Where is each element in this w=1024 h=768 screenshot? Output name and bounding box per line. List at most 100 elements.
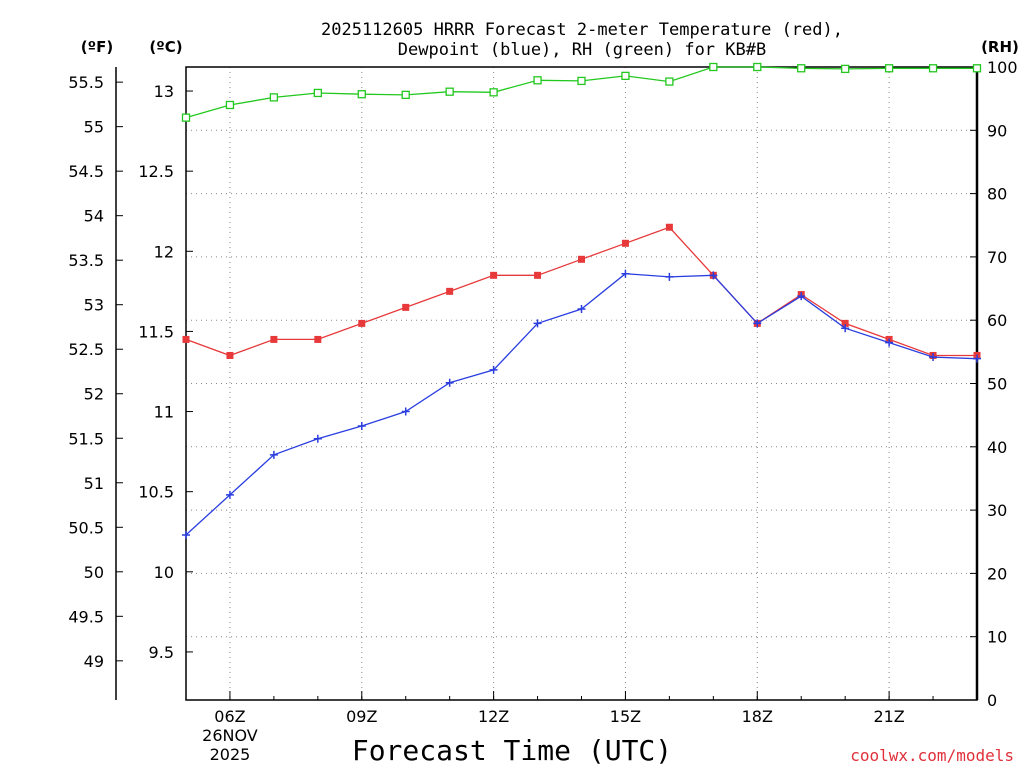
x-tick-date-label: 26NOV xyxy=(202,726,258,745)
rh-point xyxy=(841,64,850,74)
temperature-point xyxy=(182,335,190,343)
dewpoint-point xyxy=(313,434,322,443)
fahrenheit-tick-label: 55.5 xyxy=(68,73,104,92)
rh-point xyxy=(972,64,982,73)
fahrenheit-tick-label: 53.5 xyxy=(68,251,104,270)
dewpoint-point xyxy=(753,319,762,328)
rh-tick-label: 100 xyxy=(987,58,1018,77)
rh-point xyxy=(753,62,762,72)
celsius-tick-label: 10.5 xyxy=(138,483,174,502)
credit-text: coolwx.com/models xyxy=(850,746,1014,765)
temperature-point xyxy=(665,223,673,231)
dewpoint-point xyxy=(357,421,366,430)
fahrenheit-tick-label: 52.5 xyxy=(68,340,104,359)
fahrenheit-unit-label: (ºF) xyxy=(81,38,113,56)
x-tick-label: 21Z xyxy=(873,707,904,726)
rh-point xyxy=(313,88,322,98)
dewpoint-point xyxy=(797,292,806,301)
fahrenheit-tick-label: 51 xyxy=(84,474,104,493)
x-tick-label: 18Z xyxy=(742,707,773,726)
rh-line xyxy=(185,66,977,119)
celsius-tick-label: 9.5 xyxy=(149,643,174,662)
rh-point xyxy=(225,100,235,110)
temperature-point xyxy=(270,335,278,343)
temperature-point xyxy=(226,351,234,359)
rh-point xyxy=(884,64,894,73)
x-tick-year-label: 2025 xyxy=(210,745,251,764)
rh-point xyxy=(269,93,279,102)
temperature-point xyxy=(841,319,849,327)
temperature-point xyxy=(314,335,322,343)
rh-point xyxy=(621,71,630,81)
fahrenheit-tick-label: 49 xyxy=(84,652,104,671)
dewpoint-point xyxy=(401,407,410,416)
rh-tick-label: 20 xyxy=(987,564,1007,583)
rh-tick-label: 0 xyxy=(987,691,997,710)
fahrenheit-tick-label: 54 xyxy=(84,207,104,226)
rh-point xyxy=(797,64,806,73)
celsius-unit-label: (ºC) xyxy=(149,38,182,56)
rh-point xyxy=(665,77,674,86)
dewpoint-point xyxy=(533,319,542,328)
temperature-line xyxy=(185,226,977,357)
dewpoint-point xyxy=(445,378,454,387)
celsius-tick-label: 11 xyxy=(154,403,174,422)
x-tick-label: 09Z xyxy=(346,707,377,726)
axes: 49 49.5 50 50.5 51 51.5 52 52.5 53 53.5 54 54.5 55 55… xyxy=(68,58,1017,764)
celsius-tick-label: 10 xyxy=(154,563,174,582)
temperature-point xyxy=(446,287,454,295)
rh-tick-label: 50 xyxy=(987,375,1007,394)
dewpoint-point xyxy=(577,304,586,313)
dewpoint-point xyxy=(489,365,498,374)
dewpoint-point xyxy=(929,353,938,362)
x-axis-label: Forecast Time (UTC) xyxy=(352,734,672,767)
rh-tick-label: 90 xyxy=(987,121,1007,140)
dewpoint-point xyxy=(973,354,981,363)
x-tick-label: 06Z xyxy=(214,707,245,726)
temperature-point xyxy=(621,239,629,247)
rh-tick-label: 70 xyxy=(987,248,1007,267)
fahrenheit-tick-label: 51.5 xyxy=(68,429,104,448)
fahrenheit-tick-label: 55 xyxy=(84,118,104,137)
temperature-point xyxy=(534,271,542,279)
grid xyxy=(186,67,977,700)
fahrenheit-tick-label: 52 xyxy=(84,385,104,404)
dewpoint-point xyxy=(269,450,278,459)
celsius-tick-label: 13 xyxy=(154,82,174,101)
celsius-tick-label: 12.5 xyxy=(138,162,174,181)
temperature-point xyxy=(358,319,366,327)
series xyxy=(181,62,982,539)
fahrenheit-tick-label: 54.5 xyxy=(68,162,104,181)
celsius-tick-label: 11.5 xyxy=(138,322,174,341)
fahrenheit-tick-label: 50 xyxy=(84,563,104,582)
temperature-point xyxy=(402,303,410,311)
rh-point xyxy=(181,113,191,122)
rh-tick-label: 60 xyxy=(987,311,1007,330)
x-tick-label: 12Z xyxy=(478,707,509,726)
chart-title-line2: Dewpoint (blue), RH (green) for KB#B xyxy=(398,40,766,60)
dewpoint-point xyxy=(225,490,234,499)
dewpoint-point xyxy=(665,272,674,281)
celsius-tick-label: 12 xyxy=(154,242,174,261)
dewpoint-point xyxy=(709,271,718,280)
temperature-point xyxy=(578,255,585,263)
x-tick-label: 15Z xyxy=(610,707,641,726)
rh-point xyxy=(489,88,498,97)
rh-point xyxy=(533,76,542,85)
rh-point xyxy=(577,76,586,86)
fahrenheit-tick-label: 50.5 xyxy=(68,518,104,537)
chart-title-line1: 2025112605 HRRR Forecast 2-meter Tempera… xyxy=(321,20,843,40)
temperature-point xyxy=(490,271,498,279)
rh-point xyxy=(709,62,718,72)
rh-tick-label: 40 xyxy=(987,438,1007,457)
rh-unit-label: (RH) xyxy=(981,38,1019,56)
dewpoint-point xyxy=(841,324,850,333)
rh-tick-label: 10 xyxy=(987,628,1007,647)
dewpoint-point xyxy=(885,338,894,347)
fahrenheit-tick-label: 49.5 xyxy=(68,607,104,626)
rh-point xyxy=(445,87,454,96)
dewpoint-point xyxy=(621,269,630,278)
rh-tick-label: 30 xyxy=(987,501,1007,520)
rh-point xyxy=(401,90,410,100)
